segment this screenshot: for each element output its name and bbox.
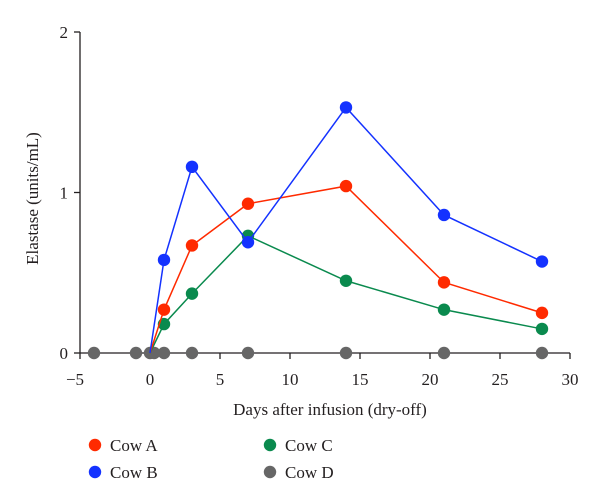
y-tick-label: 1 [60,184,69,203]
legend-label-cow-b: Cow B [110,463,158,482]
legend-marker-cow-a [88,438,102,452]
legend-label-cow-c: Cow C [285,436,333,455]
legend: Cow A Cow B Cow C Cow D [88,436,334,482]
x-tick-label: 20 [422,370,439,389]
series-cow-a [149,179,549,354]
x-tick-label: −5 [66,370,84,389]
point-cow-d [157,346,171,360]
x-tick-label: 0 [146,370,155,389]
point-cow-b [185,160,199,174]
point-cow-d [241,346,255,360]
legend-label-cow-d: Cow D [285,463,334,482]
point-cow-c [437,303,451,316]
point-cow-b [437,208,451,222]
axes: −5 0 5 10 15 20 25 30 0 1 2 [60,23,579,389]
point-cow-b [535,255,549,268]
line-cow-a [149,185,543,354]
point-cow-c [185,287,199,300]
legend-marker-cow-d [263,465,277,479]
y-axis-title: Elastase (units/mL) [23,132,42,265]
x-tick-label: 5 [216,370,225,389]
x-tick-label: 15 [352,370,369,389]
x-axis-title: Days after infusion (dry-off) [233,400,427,419]
point-cow-b [157,253,171,267]
point-cow-d [185,346,199,360]
y-tick-label: 0 [60,344,69,363]
legend-marker-cow-c [263,438,277,452]
point-cow-d [437,346,451,360]
series-cow-b [149,101,549,354]
point-cow-c [535,322,549,336]
y-tick-label: 2 [60,23,69,42]
point-cow-a [437,276,451,289]
line-cow-b [149,106,543,354]
x-tick-label: 25 [492,370,509,389]
point-cow-d [129,346,143,360]
legend-marker-cow-b [88,465,102,479]
point-cow-d [87,346,101,360]
x-tick-label: 10 [282,370,299,389]
point-cow-a [185,239,199,252]
point-cow-b [241,236,255,249]
point-cow-d [535,346,549,360]
series-cow-c [149,229,549,354]
point-cow-c [339,274,353,287]
point-cow-a [535,306,549,320]
point-cow-a [241,197,255,210]
legend-label-cow-a: Cow A [110,436,158,455]
point-cow-a [339,179,353,193]
point-cow-a [157,303,171,316]
series-layer [87,101,549,360]
point-cow-d [339,346,353,360]
x-tick-label: 30 [562,370,579,389]
point-cow-b [339,101,353,114]
